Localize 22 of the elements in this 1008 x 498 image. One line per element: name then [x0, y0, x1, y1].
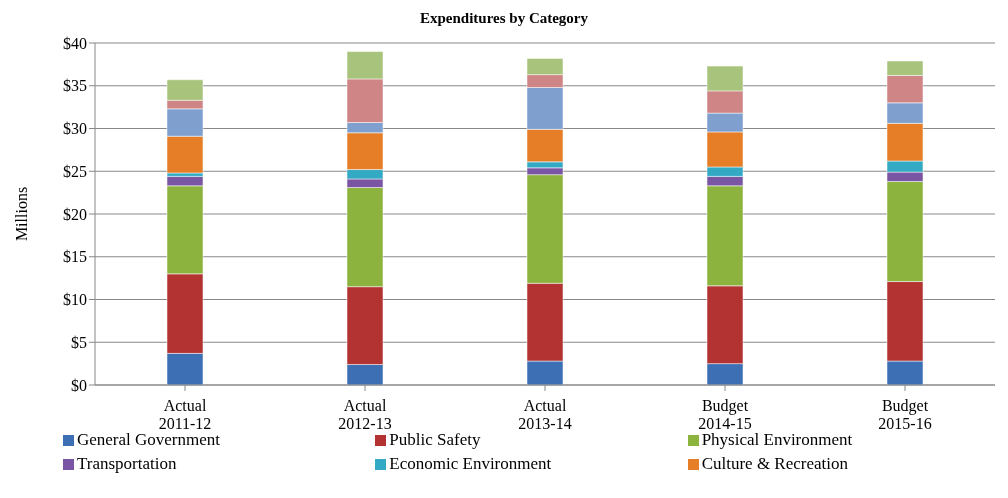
x-tick-label: Actual 2012-13 [338, 397, 392, 432]
y-tick-label: $10 [63, 291, 87, 309]
x-tick-label: Actual 2013-14 [518, 397, 572, 432]
y-tick-label: $30 [63, 120, 87, 138]
legend-label: Culture & Recreation [701, 454, 848, 474]
legend-label: Physical Environment [701, 430, 853, 450]
y-tick-label: $40 [63, 34, 87, 52]
legend-label: Economic Environment [389, 454, 552, 474]
chart-title: Expenditures by Category [418, 9, 590, 28]
y-tick-label: $35 [63, 77, 87, 95]
y-tick-label: $25 [63, 162, 87, 180]
y-tick-label: $20 [63, 205, 87, 223]
y-axis-title: Millions [12, 186, 30, 242]
legend-label: Transportation [77, 454, 177, 474]
legend-label: General Government [77, 430, 221, 450]
y-tick-label: $0 [71, 376, 87, 394]
legend-label: Public Safety [389, 430, 481, 450]
x-tick-label: Budget 2014-15 [698, 397, 752, 432]
y-tick-label: $5 [71, 333, 87, 351]
x-tick-label: Actual 2011-12 [158, 397, 212, 432]
x-tick-label: Budget 2015-16 [878, 397, 932, 432]
y-tick-label: $15 [63, 248, 87, 266]
